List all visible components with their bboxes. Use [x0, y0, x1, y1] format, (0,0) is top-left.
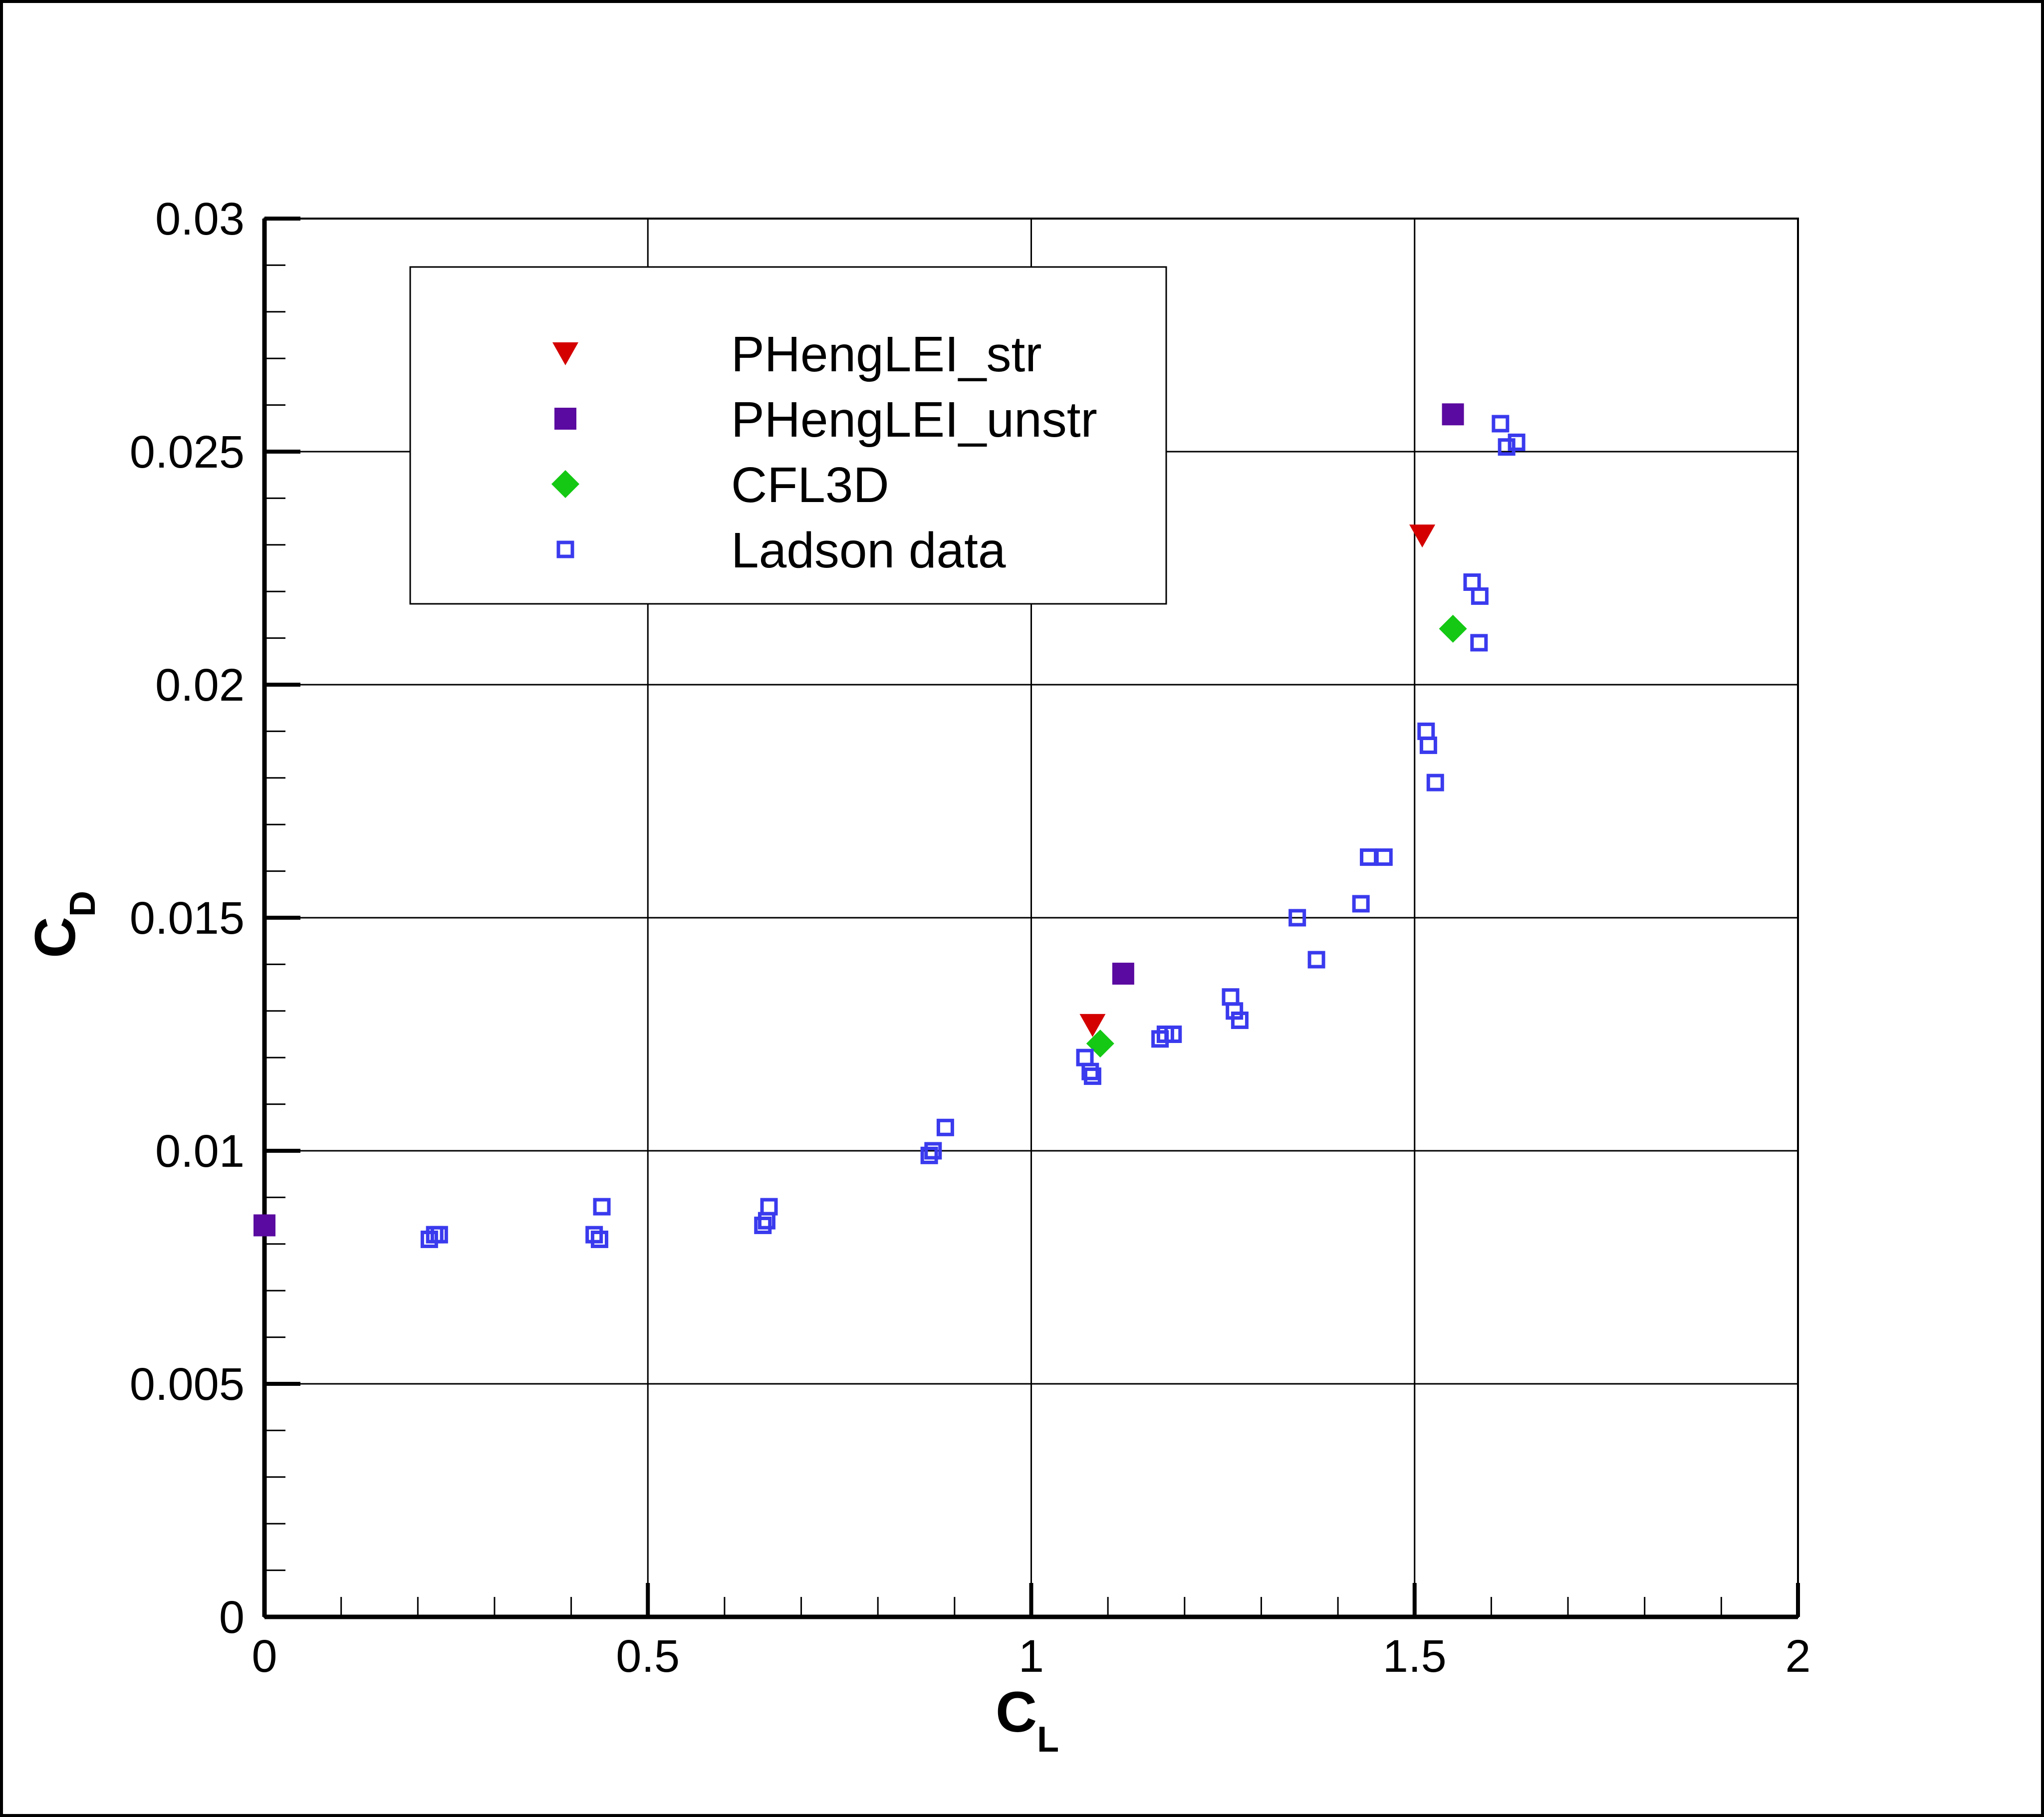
legend-marker-ladson-data — [556, 540, 574, 558]
ladson-data-point — [1083, 1067, 1101, 1085]
ladson-data-point — [1419, 736, 1437, 754]
legend-marker-phenglei-str — [552, 342, 578, 365]
legend-marker-cfl3d — [551, 470, 579, 498]
ladson-data-point — [1508, 433, 1526, 451]
phenglei-str-point — [1409, 524, 1436, 548]
legend-label-ladson-data: Ladson data — [731, 522, 1006, 578]
ladson-data-point — [1471, 587, 1489, 605]
axes — [262, 217, 1800, 1619]
ladson-data-point — [430, 1226, 448, 1244]
ladson-data-point — [1076, 1048, 1094, 1066]
y-tick-label: 0.02 — [155, 660, 245, 711]
legend-label-phenglei-unstr: PHengLEI_unstr — [731, 392, 1097, 448]
ladson-data-point — [1470, 634, 1488, 652]
x-tick-label: 0.5 — [616, 1631, 680, 1682]
x-tick-label: 1.5 — [1383, 1631, 1447, 1682]
ladson-data-point — [1222, 988, 1240, 1006]
y-tick-label: 0.025 — [130, 427, 245, 478]
cfl3d-point — [1439, 614, 1467, 643]
phenglei-unstr-point — [1112, 963, 1134, 985]
ladson-data-point — [1375, 848, 1393, 866]
ladson-data-point — [1417, 722, 1435, 740]
ladson-data-point — [754, 1216, 772, 1234]
ladson-data-point — [1231, 1011, 1249, 1029]
ladson-data-point — [1492, 415, 1510, 433]
y-tick-label: 0.01 — [155, 1126, 245, 1177]
y-tick-label: 0.03 — [155, 194, 245, 245]
ladson-data-point — [1081, 1062, 1099, 1080]
data-points — [254, 403, 1526, 1248]
ladson-data-point — [1360, 848, 1378, 866]
ladson-data-point — [590, 1230, 608, 1248]
y-tick-label: 0 — [219, 1592, 245, 1643]
ladson-data-point — [1288, 909, 1306, 927]
ladson-data-point — [1498, 438, 1516, 456]
legend: PHengLEI_str PHengLEI_unstr CFL3D Ladson da… — [409, 266, 1167, 605]
tick-labels: 0 0.5 1 1.5 2 0 0.005 0.01 0.015 0.02 0.025 0.03 — [130, 194, 1811, 1682]
legend-label-cfl3d: CFL3D — [731, 457, 889, 513]
y-tick-label: 0.015 — [130, 893, 245, 944]
ladson-data-point — [1463, 573, 1481, 591]
phenglei-str-point — [1079, 1014, 1106, 1037]
y-tick-label: 0.005 — [130, 1359, 245, 1410]
y-axis-title: CD — [23, 891, 103, 958]
legend-label-phenglei-str: PHengLEI_str — [731, 326, 1042, 382]
x-tick-label: 1 — [1019, 1631, 1044, 1682]
x-tick-label: 2 — [1785, 1631, 1810, 1682]
ladson-data-point — [1307, 951, 1325, 969]
ladson-data-point — [936, 1118, 954, 1136]
x-tick-label: 0 — [252, 1631, 277, 1682]
ladson-data-point — [1352, 895, 1370, 913]
phenglei-unstr-point — [1442, 403, 1464, 426]
ladson-data-point — [1426, 774, 1444, 791]
legend-marker-phenglei-unstr — [554, 408, 576, 430]
x-axis-title: CL — [996, 1680, 1059, 1760]
phenglei-unstr-point — [254, 1214, 275, 1237]
ladson-data-point — [760, 1198, 778, 1216]
ladson-data-point — [1164, 1026, 1182, 1043]
ladson-data-point — [920, 1146, 938, 1164]
ladson-data-point — [924, 1142, 942, 1160]
legend-box — [409, 266, 1167, 605]
ladson-data-point — [593, 1198, 611, 1216]
